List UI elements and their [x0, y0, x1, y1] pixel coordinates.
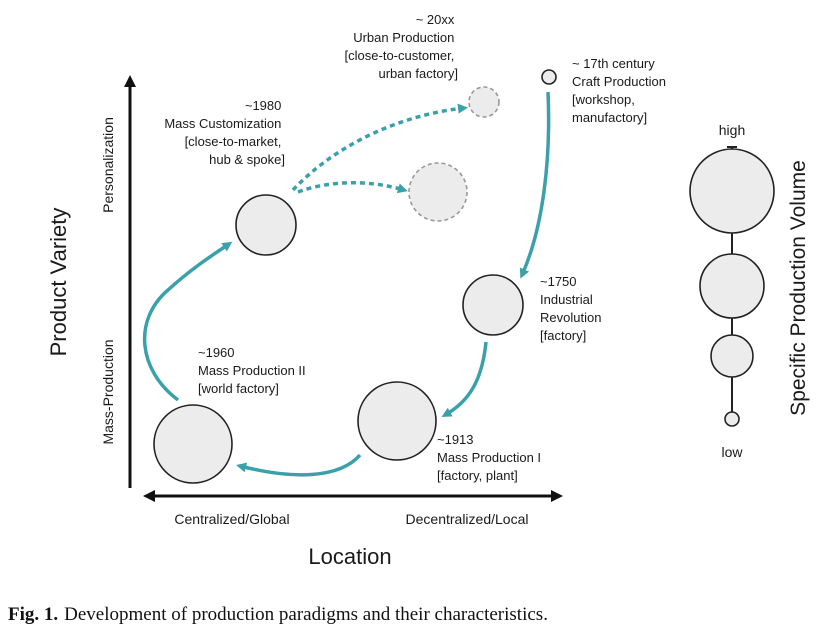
volume-circle-small [710, 334, 754, 378]
circle-mass-production-2 [153, 404, 233, 484]
x-axis-left-label: Centralized/Global [174, 511, 289, 527]
figure-label: Fig. 1. [8, 604, 59, 625]
volume-low-label: low [721, 444, 743, 460]
label-mass-production-1: ~1913 Mass Production I [factory, plant] [437, 432, 545, 483]
arrow-masscust-to-urban [291, 103, 468, 192]
circle-mass-production-1 [357, 381, 437, 461]
y-axis-top-label: Personalization [100, 117, 116, 213]
label-mass-production-2: ~1960 Mass Production II [world factory] [198, 345, 309, 396]
arrow-mass2-to-masscust [142, 241, 233, 402]
volume-circle-medium [699, 253, 765, 319]
x-axis-right-label: Decentralized/Local [406, 511, 529, 527]
label-mass-customization: ~1980 Mass Customization [close-to-marke… [164, 98, 285, 167]
volume-circle-low [724, 411, 740, 427]
label-urban-production: ~ 20xx Urban Production [close-to-custom… [345, 12, 458, 81]
volume-scale-title: Specific Production Volume [787, 160, 810, 416]
circle-future-production [408, 162, 468, 222]
volume-high-label: high [719, 122, 745, 138]
circle-urban-production [468, 86, 500, 118]
figure-caption-text: Development of production paradigms and … [64, 604, 548, 625]
circle-mass-customization [235, 194, 297, 256]
circle-industrial-revolution [462, 274, 524, 336]
arrow-masscust-to-future [297, 180, 408, 194]
arrow-craft-to-industrial [519, 91, 551, 279]
volume-circle-high [689, 148, 775, 234]
volume-scale: high low Specific Production Volume [689, 122, 810, 460]
y-axis-title: Product Variety [46, 208, 71, 357]
figure-caption: Fig. 1. Development of production paradig… [8, 604, 808, 626]
circle-craft-production [541, 69, 557, 85]
arrow-industrial-to-mass1 [441, 341, 488, 417]
arrow-mass1-to-mass2 [236, 453, 362, 477]
label-craft-production: ~ 17th century Craft Production [worksho… [572, 56, 670, 125]
x-axis-title: Location [308, 544, 391, 569]
y-axis-bottom-label: Mass-Production [100, 339, 116, 444]
label-industrial-revolution: ~1750 Industrial Revolution [factory] [540, 274, 605, 343]
